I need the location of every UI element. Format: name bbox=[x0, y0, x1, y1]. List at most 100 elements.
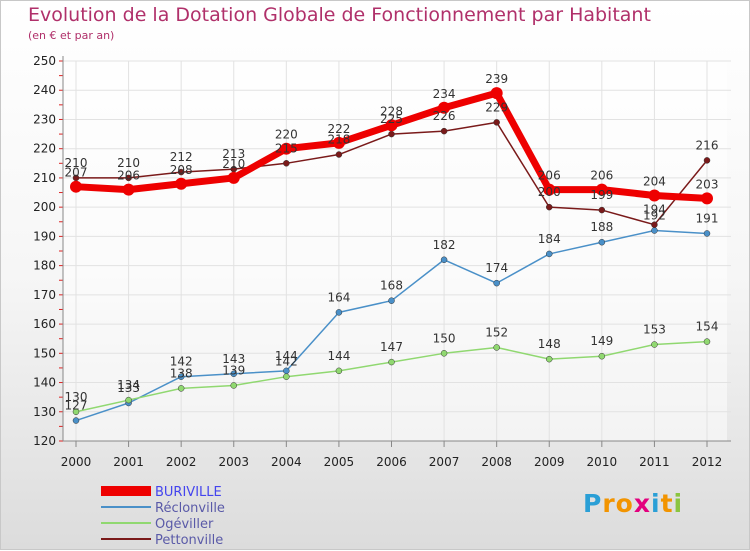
data-point bbox=[177, 385, 185, 392]
x-tick-label: 2008 bbox=[481, 455, 512, 469]
data-point bbox=[388, 297, 395, 304]
data-point bbox=[546, 355, 553, 363]
data-point bbox=[438, 101, 451, 114]
data-point bbox=[440, 350, 448, 357]
data-label: 148 bbox=[538, 337, 561, 351]
logo-letter: o bbox=[615, 489, 634, 518]
data-label: 192 bbox=[643, 209, 666, 223]
data-point bbox=[230, 382, 237, 389]
data-point bbox=[385, 119, 398, 132]
chart-subtitle: (en € et par an) bbox=[28, 29, 115, 42]
data-label: 216 bbox=[696, 138, 719, 152]
data-label: 139 bbox=[222, 363, 245, 377]
y-tick-label: 120 bbox=[33, 434, 56, 448]
data-label: 229 bbox=[485, 100, 508, 114]
data-label: 215 bbox=[275, 141, 298, 155]
data-label: 207 bbox=[65, 166, 88, 180]
logo-letter: t bbox=[660, 489, 674, 518]
data-label: 225 bbox=[380, 112, 403, 126]
data-point bbox=[651, 341, 658, 348]
y-tick-label: 200 bbox=[33, 200, 56, 214]
x-tick-label: 2000 bbox=[61, 455, 92, 469]
data-label: 130 bbox=[65, 390, 88, 404]
data-point bbox=[125, 174, 132, 182]
legend-label: Réclonville bbox=[155, 501, 225, 516]
data-label: 188 bbox=[590, 220, 613, 234]
data-label: 147 bbox=[380, 340, 403, 354]
x-tick-label: 2010 bbox=[587, 455, 618, 469]
data-point bbox=[651, 227, 658, 234]
y-tick-label: 160 bbox=[33, 317, 56, 331]
data-label: 134 bbox=[117, 378, 140, 392]
x-tick-label: 2011 bbox=[639, 455, 670, 469]
y-tick-label: 180 bbox=[33, 259, 56, 273]
data-point bbox=[335, 151, 343, 158]
data-point bbox=[703, 338, 711, 345]
data-label: 142 bbox=[170, 355, 193, 369]
data-label: 208 bbox=[170, 163, 193, 177]
data-label: 144 bbox=[275, 349, 298, 363]
data-point bbox=[177, 373, 185, 380]
legend-label: Ogéviller bbox=[155, 517, 214, 532]
data-point bbox=[335, 367, 343, 375]
data-point bbox=[70, 180, 82, 193]
data-point bbox=[280, 142, 293, 155]
data-point bbox=[122, 183, 135, 196]
data-label: 168 bbox=[380, 279, 403, 293]
logo-letter: i bbox=[673, 489, 684, 518]
data-point bbox=[543, 183, 556, 196]
data-point bbox=[332, 136, 345, 149]
y-tick-label: 220 bbox=[33, 142, 56, 156]
data-label: 142 bbox=[275, 355, 298, 369]
data-label: 220 bbox=[275, 128, 298, 142]
data-label: 143 bbox=[222, 352, 245, 366]
data-label: 152 bbox=[485, 325, 508, 339]
logo-letter: i bbox=[651, 489, 661, 518]
data-point bbox=[493, 344, 500, 351]
x-tick-label: 2006 bbox=[376, 455, 407, 469]
x-tick-label: 2001 bbox=[113, 455, 144, 469]
y-tick-label: 250 bbox=[33, 54, 56, 68]
data-label: 194 bbox=[643, 203, 666, 217]
chart-title: Evolution de la Dotation Globale de Fonc… bbox=[28, 4, 651, 26]
data-label: 234 bbox=[433, 87, 456, 101]
logo-letter: P bbox=[583, 489, 603, 518]
data-point bbox=[227, 171, 240, 184]
data-point bbox=[335, 309, 343, 316]
data-point bbox=[72, 417, 80, 424]
data-point bbox=[648, 189, 661, 202]
data-point bbox=[595, 183, 608, 196]
data-label: 218 bbox=[327, 133, 350, 147]
data-label: 149 bbox=[590, 334, 613, 348]
data-label: 210 bbox=[117, 156, 140, 170]
data-label: 138 bbox=[170, 366, 193, 380]
data-label: 200 bbox=[538, 185, 561, 199]
data-label: 226 bbox=[433, 109, 456, 123]
data-label: 204 bbox=[643, 174, 666, 188]
data-label: 150 bbox=[433, 331, 456, 345]
proxiti-logo: Proxiti bbox=[583, 489, 683, 518]
data-point bbox=[490, 87, 503, 100]
x-tick-label: 2005 bbox=[324, 455, 355, 469]
y-tick-label: 130 bbox=[33, 405, 56, 419]
data-label: 174 bbox=[485, 261, 508, 275]
y-tick-label: 230 bbox=[33, 112, 56, 126]
data-label: 206 bbox=[590, 169, 613, 183]
data-label: 127 bbox=[65, 399, 88, 413]
y-tick-label: 190 bbox=[33, 229, 56, 243]
data-label: 191 bbox=[696, 211, 719, 225]
data-point bbox=[651, 221, 658, 228]
data-point bbox=[283, 367, 290, 375]
data-label: 203 bbox=[696, 177, 719, 191]
data-point bbox=[440, 256, 448, 264]
y-tick-label: 210 bbox=[33, 171, 56, 185]
data-point bbox=[598, 206, 606, 214]
x-tick-label: 2002 bbox=[166, 455, 197, 469]
logo-letter: r bbox=[602, 489, 616, 518]
data-label: 212 bbox=[170, 150, 193, 164]
data-point bbox=[125, 396, 132, 404]
logo-letter: x bbox=[633, 489, 651, 518]
x-tick-label: 2003 bbox=[218, 455, 249, 469]
